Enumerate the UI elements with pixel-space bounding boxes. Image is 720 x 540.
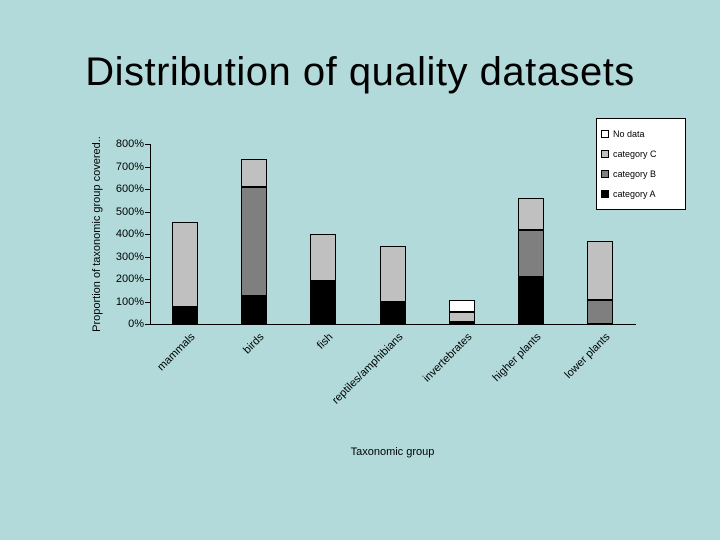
y-tick-mark [145, 234, 150, 235]
y-tick-mark [145, 166, 150, 168]
bar-segment-category-b [518, 229, 545, 277]
bar-segment-category-c [518, 198, 545, 230]
bar-segment-category-a [448, 321, 475, 324]
y-tick-mark [145, 144, 150, 145]
y-tick-label: 600% [115, 183, 144, 195]
y-tick-label: 200% [115, 273, 144, 285]
y-tick-mark [145, 256, 150, 258]
y-tick-label: 400% [115, 228, 144, 240]
legend-entry: category B [601, 164, 681, 184]
y-tick-label: 800% [115, 138, 144, 150]
bar-segment-category-b [240, 186, 267, 296]
y-tick-mark [145, 301, 150, 303]
bar-segment-category-c [587, 240, 614, 301]
legend-swatch-category-a [601, 190, 609, 198]
bar-segment-category-a [379, 301, 406, 324]
legend-entry: category C [601, 144, 681, 164]
bar-segment-category-a [518, 276, 545, 324]
y-tick-label: 300% [115, 250, 144, 263]
y-tick-mark [145, 189, 150, 190]
bar-segment-no-data [448, 300, 475, 312]
legend-swatch-no-data [601, 130, 609, 138]
bar-segment-category-c [310, 234, 337, 282]
bar-segment-category-a [240, 295, 267, 324]
y-tick-mark [145, 324, 150, 325]
y-tick-label: 0% [128, 318, 144, 330]
legend-entry-label: No data [613, 129, 645, 139]
legend-entry: category A [601, 184, 681, 204]
bar-segment-category-a [310, 281, 337, 324]
y-tick-label: 100% [115, 295, 144, 308]
legend-swatch-category-c [601, 150, 609, 158]
legend: No data category C category B category A [596, 118, 686, 210]
y-tick-label: 700% [115, 160, 144, 173]
bar-segment-category-c [379, 246, 406, 302]
slide-title: Distribution of quality datasets [85, 50, 635, 94]
y-tick-mark [145, 211, 150, 213]
bar-segment-category-c [240, 158, 267, 187]
bar-segment-category-b [587, 300, 614, 324]
y-tick-mark [145, 279, 150, 280]
legend-entry-label: category A [613, 189, 656, 199]
bar-segment-category-a [171, 307, 198, 324]
legend-entry-label: category B [613, 169, 657, 179]
legend-swatch-category-b [601, 170, 609, 178]
legend-entry-label: category C [613, 149, 657, 159]
bar-segment-category-c [171, 221, 198, 308]
plot-area [150, 144, 636, 325]
legend-entry: No data [601, 124, 681, 144]
x-axis-title: Taxonomic group [350, 446, 435, 458]
bar-segment-category-c [448, 311, 475, 322]
y-tick-label: 500% [115, 205, 144, 218]
